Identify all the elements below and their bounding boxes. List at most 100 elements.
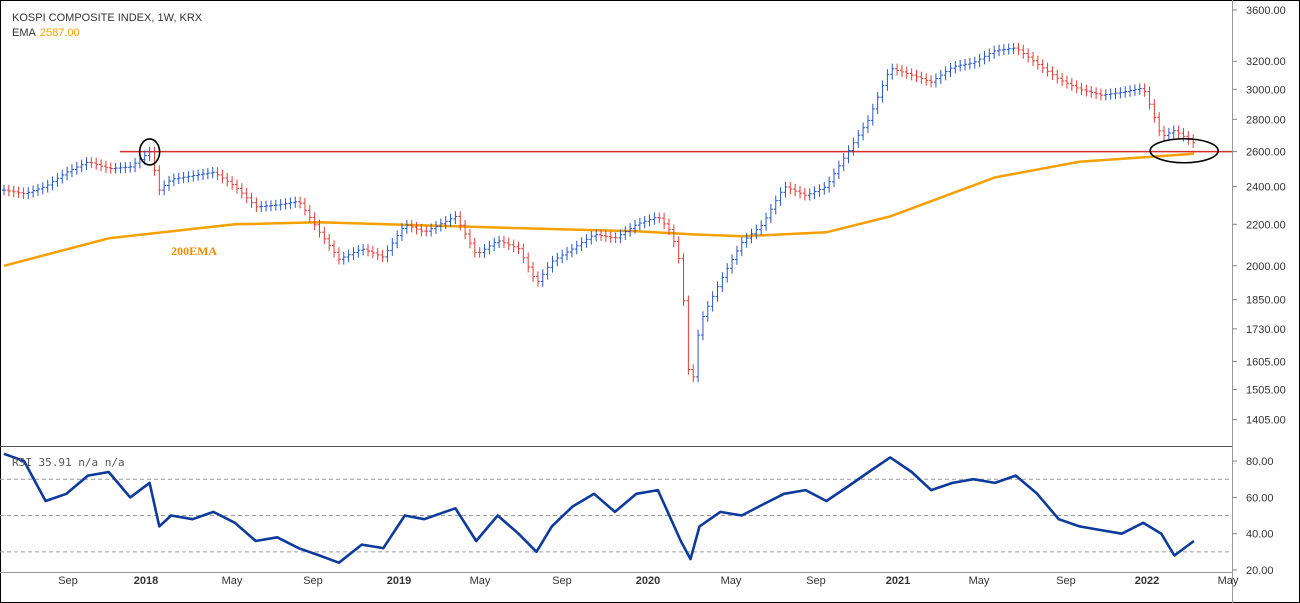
price-bar bbox=[506, 237, 511, 251]
price-tick-label: 1505.00 bbox=[1246, 384, 1286, 396]
price-bar bbox=[565, 246, 570, 261]
price-bar bbox=[244, 187, 249, 204]
price-bar bbox=[1001, 44, 1006, 56]
price-bar bbox=[487, 240, 492, 255]
price-bar bbox=[108, 162, 113, 174]
price-bar bbox=[700, 311, 705, 341]
price-bar bbox=[477, 247, 482, 258]
price-bar bbox=[84, 157, 89, 170]
price-bar bbox=[545, 262, 550, 280]
price-bar bbox=[623, 226, 628, 240]
price-bar bbox=[65, 166, 70, 181]
price-bar bbox=[603, 230, 608, 242]
price-bar bbox=[579, 237, 584, 252]
rsi-legend: RSI 35.91 n/a n/a bbox=[12, 456, 125, 469]
price-bar bbox=[725, 263, 730, 283]
annotation-circles bbox=[138, 137, 1219, 166]
price-bar bbox=[133, 157, 138, 173]
price-bar bbox=[1055, 69, 1060, 84]
rsi-tick-label: 40.00 bbox=[1246, 529, 1274, 541]
price-bar bbox=[467, 228, 472, 249]
price-bar bbox=[2, 184, 6, 196]
price-bar bbox=[1030, 51, 1035, 67]
price-bar bbox=[390, 237, 395, 256]
price-bar bbox=[599, 229, 604, 241]
price-bar bbox=[890, 63, 895, 80]
price-bar bbox=[798, 185, 803, 199]
price-bar bbox=[458, 211, 463, 231]
time-tick-label: 2022 bbox=[1135, 575, 1159, 587]
ema-legend-label: EMA bbox=[12, 27, 36, 39]
price-bar bbox=[404, 219, 409, 234]
price-bar bbox=[992, 45, 997, 59]
price-bar bbox=[60, 169, 65, 184]
price-bar bbox=[1103, 89, 1108, 101]
price-bar bbox=[895, 63, 900, 76]
price-bar bbox=[948, 63, 953, 77]
price-bar bbox=[79, 159, 84, 173]
price-bar bbox=[332, 240, 337, 258]
price-bar bbox=[302, 197, 307, 216]
price-bar bbox=[594, 229, 599, 242]
time-tick-label: May bbox=[721, 575, 742, 587]
price-bar bbox=[307, 205, 312, 223]
price-bar bbox=[899, 65, 904, 78]
price-tick-label: 2400.00 bbox=[1246, 181, 1286, 193]
time-tick-label: May bbox=[1218, 575, 1239, 587]
price-tick-label: 3000.00 bbox=[1246, 84, 1286, 96]
price-bar bbox=[608, 231, 613, 243]
price-bar bbox=[249, 192, 254, 208]
time-tick-label: 2018 bbox=[134, 575, 158, 587]
price-bar bbox=[958, 60, 963, 72]
price-bar bbox=[1147, 86, 1152, 110]
price-bar bbox=[574, 240, 579, 255]
price-bar bbox=[914, 69, 919, 83]
price-tick-label: 2600.00 bbox=[1246, 147, 1286, 159]
price-bar bbox=[963, 59, 968, 71]
price-tick-label: 2800.00 bbox=[1246, 114, 1286, 126]
price-bar bbox=[327, 233, 332, 251]
price-bar bbox=[511, 239, 516, 252]
price-bar bbox=[764, 212, 769, 231]
price-bar bbox=[933, 73, 938, 88]
price-tick-label: 1730.00 bbox=[1246, 324, 1286, 336]
price-bar bbox=[1016, 42, 1021, 56]
price-bar bbox=[162, 180, 167, 196]
price-bar bbox=[637, 217, 642, 231]
price-bar bbox=[55, 173, 60, 187]
time-tick-label: May bbox=[969, 575, 990, 587]
price-tick-label: 1850.00 bbox=[1246, 295, 1286, 307]
price-bar bbox=[1094, 87, 1099, 100]
price-tick-label: 1605.00 bbox=[1246, 356, 1286, 368]
price-bar bbox=[1152, 99, 1157, 123]
price-bar bbox=[6, 184, 11, 197]
price-bar bbox=[807, 188, 812, 201]
price-bar bbox=[1060, 73, 1065, 87]
price-bar bbox=[953, 60, 958, 74]
price-bar bbox=[521, 243, 526, 264]
rsi-legend-text: RSI 35.91 n/a n/a bbox=[12, 456, 125, 469]
price-bar bbox=[875, 91, 880, 115]
price-bar bbox=[351, 247, 356, 261]
price-bar bbox=[1137, 83, 1142, 95]
price-bar bbox=[1123, 86, 1128, 98]
price-bar bbox=[754, 224, 759, 240]
ema-annotation-label: 200EMA bbox=[171, 244, 217, 258]
price-bar bbox=[759, 220, 764, 235]
rsi-tick-label: 60.00 bbox=[1246, 492, 1274, 504]
price-bar bbox=[21, 187, 26, 199]
price-bar bbox=[264, 200, 269, 212]
price-bar bbox=[812, 186, 817, 199]
price-bar bbox=[618, 229, 623, 244]
price-bar bbox=[1006, 43, 1011, 55]
price-bar bbox=[885, 69, 890, 91]
price-bar bbox=[827, 176, 832, 193]
price-bar bbox=[1069, 78, 1074, 91]
price-bar bbox=[380, 249, 385, 263]
price-bar bbox=[157, 165, 162, 196]
price-bar bbox=[16, 186, 21, 198]
price-bar bbox=[1166, 127, 1171, 141]
